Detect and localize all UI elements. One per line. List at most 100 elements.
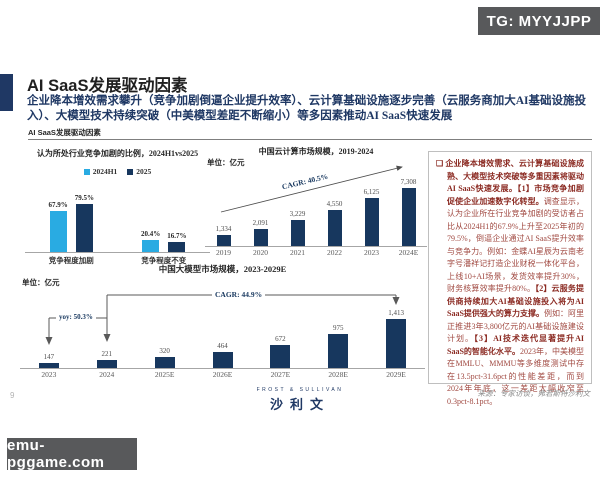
unit-label: 单位：亿元	[22, 278, 60, 287]
bar-value-label: 464	[217, 342, 228, 350]
chart-title: 中国大模型市场规模，2023-2029E	[158, 264, 287, 274]
bar-value-label: 7,308	[400, 178, 417, 186]
category-label: 2023	[364, 248, 379, 257]
bar	[253, 229, 268, 246]
bar-with-label: 79.5%	[75, 176, 94, 252]
bar	[216, 235, 231, 246]
bar-group: 67.9% 79.5%	[49, 176, 94, 252]
chart-competition-increase: 认为所处行业竞争加剧的比例，2024H1vs2025 2024H1 2025 67…	[25, 146, 210, 268]
bar	[49, 211, 67, 252]
category-label: 2027E	[270, 370, 291, 379]
commentary-body: 调查显示，认为企业所在行业竞争加剧的受访者占比从2024H1的67.9%上升至2…	[447, 196, 584, 294]
category-label: 2020	[253, 248, 268, 257]
chart-x-axis-labels: 2019 2020 2021 2022 2023 2024E	[205, 248, 427, 257]
legend-swatch	[127, 168, 134, 175]
bar	[401, 188, 416, 246]
category-label: 2025E	[154, 370, 175, 379]
commentary-body: 2023年，中美模型在MMLU、MMMU等多维度测试中存在13.5pct-31.…	[447, 346, 584, 406]
legend-item: 2025	[127, 167, 151, 176]
bar	[386, 319, 407, 368]
legend-item: 2024H1	[83, 167, 117, 176]
bar-value-label: 672	[275, 335, 286, 343]
bar-value-label: 1,413	[388, 309, 404, 317]
bar	[168, 242, 186, 252]
legend-swatch	[83, 168, 90, 175]
category-label: 2029E	[386, 370, 406, 379]
bar-group: 20.4% 16.7%	[141, 176, 187, 252]
chart-x-axis-labels: 竞争程度加剧 竞争程度不变	[25, 255, 210, 266]
bar	[154, 357, 175, 368]
site-watermark-badge: emu-pggame.com	[7, 437, 137, 471]
bar-value-label: 1,334	[215, 225, 232, 233]
bar-with-label: 2,091	[242, 166, 279, 246]
bar-value-label: 2,091	[252, 219, 269, 227]
bar-with-label: 975	[309, 285, 367, 368]
bar-value-label: 320	[159, 347, 170, 355]
chart-x-axis-labels: 2023 2024 2025E 2026E 2027E 2028E 2029E	[20, 370, 425, 379]
divider-line	[28, 139, 592, 140]
chart-plot: 1,334 2,091 3,229 4,550 6,125 7,308	[205, 166, 427, 247]
bar-with-label: 320	[136, 285, 194, 368]
bar-value-label: 20.4%	[141, 230, 161, 238]
section-label: AI SaaS发展驱动因素	[28, 128, 101, 137]
category-label: 2024E	[398, 248, 419, 257]
bar-with-label: 1,334	[205, 166, 242, 246]
frost-sullivan-logo: FROST & SULLIVAN 沙利文	[0, 387, 600, 413]
chart-title: 中国云计算市场规模，2019-2024	[258, 147, 374, 156]
bar-value-label: 975	[332, 324, 344, 332]
commentary-body: 例如：阿里正推进3年3,800亿元的AI基础设施建设计划。	[447, 309, 584, 343]
category-label: 2028E	[328, 370, 349, 379]
logo-cn-text: 沙利文	[269, 397, 330, 412]
bar	[290, 220, 305, 246]
page-title: AI SaaS发展驱动因素	[27, 77, 188, 95]
commentary-emphasis: 企业降本增效需求、云计算基础设施成熟、大模型技术突破等多重因素将驱动AI Saa…	[445, 159, 585, 206]
bar-with-label: 20.4%	[141, 176, 160, 252]
bar	[75, 204, 93, 252]
category-label: 2019	[216, 248, 231, 257]
category-label: 2022	[327, 248, 342, 257]
unit-label: 单位：亿元	[207, 158, 245, 167]
commentary-text: ❑ 企业降本增效需求、云计算基础设施成熟、大模型技术突破等多重因素将驱动AI S…	[436, 158, 584, 408]
page-subtitle: 企业降本增效需求攀升（竞争加剧倒逼企业提升效率）、云计算基础设施逐步完善（云服务…	[27, 95, 587, 122]
logo-en-text: FROST & SULLIVAN	[256, 387, 344, 393]
category-label: 2021	[290, 248, 305, 257]
bar-with-label: 672	[251, 285, 309, 368]
chart-plot: 147 221 320 464 672 975 1,413	[20, 285, 425, 369]
bar-with-label: 6,125	[353, 166, 390, 246]
bar	[327, 210, 342, 246]
bar-with-label: 67.9%	[49, 176, 68, 252]
page-number: 9	[10, 391, 15, 400]
bar-with-label: 221	[78, 285, 136, 368]
bullet-icon: ❑	[436, 159, 446, 168]
bar-value-label: 3,229	[289, 210, 306, 218]
chart-llm-market: 中国大模型市场规模，2023-2029E 单位：亿元 147 221 320 464 6…	[20, 263, 425, 381]
bar-with-label: 1,413	[367, 285, 425, 368]
bar-value-label: 6,125	[363, 188, 380, 196]
category-label: 2026E	[212, 370, 233, 379]
yoy-label: yoy: 50.3%	[56, 313, 96, 321]
commentary-emphasis: 【2】云服务提供商持续加大AI基础设施投入将为AI SaaS提供强大的算力支撑。	[447, 284, 584, 318]
bar-with-label: 3,229	[279, 166, 316, 246]
bar	[96, 360, 117, 368]
chart-legend: 2024H1 2025	[25, 167, 210, 176]
bar-value-label: 147	[43, 353, 55, 361]
category-label: 2024	[99, 370, 115, 379]
bar	[328, 334, 349, 368]
category-label: 竞争程度不变	[141, 256, 187, 265]
bar-value-label: 221	[101, 350, 113, 358]
bar-with-label: 7,308	[390, 166, 427, 246]
title-accent-bar	[0, 74, 13, 111]
bar-with-label: 464	[194, 285, 252, 368]
category-label: 竞争程度加剧	[48, 256, 94, 265]
bar-value-label: 4,550	[326, 200, 343, 208]
tg-watermark-badge: TG: MYYJJPP	[478, 7, 600, 35]
bar	[38, 363, 59, 368]
bar	[270, 345, 291, 368]
bar	[364, 198, 379, 246]
chart-title: 认为所处行业竞争加剧的比例，2024H1vs2025	[36, 149, 199, 158]
commentary-panel: ❑ 企业降本增效需求、云计算基础设施成熟、大模型技术突破等多重因素将驱动AI S…	[428, 151, 592, 406]
commentary-emphasis: 【3】AI技术迭代显著提升AI SaaS的智能化水平。	[447, 334, 585, 356]
source-note: 来源：专家访谈，弗若斯特沙利文	[477, 389, 591, 398]
bar-value-label: 16.7%	[167, 232, 187, 240]
